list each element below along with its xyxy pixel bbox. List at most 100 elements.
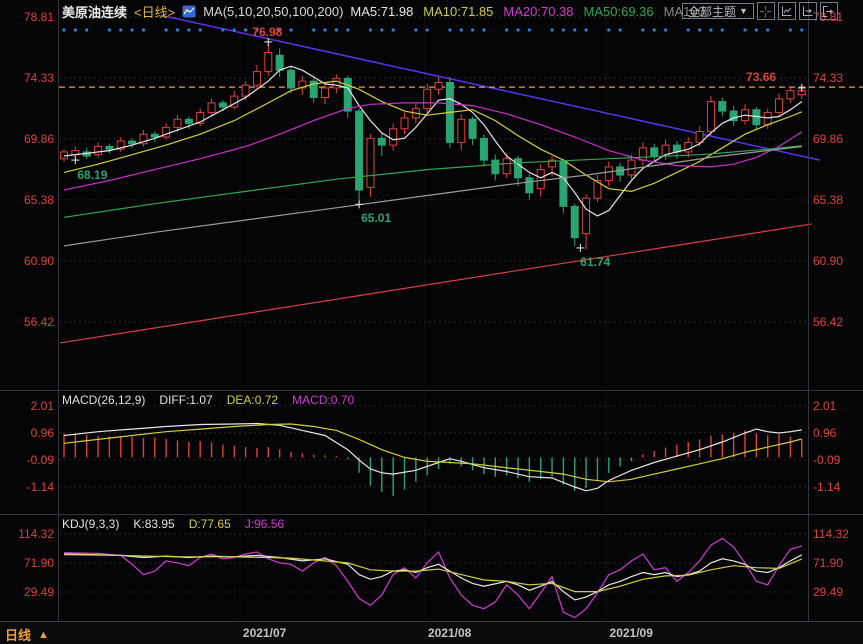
candle [150, 133, 159, 138]
candle [332, 77, 341, 89]
event-dot [527, 28, 531, 32]
macd-histogram [63, 430, 803, 496]
event-dot [391, 28, 395, 32]
candle [105, 145, 114, 150]
candle [309, 80, 318, 98]
period-label[interactable]: <日线> [134, 5, 176, 20]
event-dot [766, 28, 770, 32]
event-dot [425, 28, 429, 32]
date-label: 2021/08 [427, 626, 472, 640]
candle [252, 71, 261, 86]
dropdown-arrow-icon: ▼ [739, 6, 748, 16]
mini-chart-icon[interactable] [182, 5, 196, 18]
trendline [59, 223, 813, 344]
ma-line-MA50 [63, 145, 802, 218]
candle [94, 145, 103, 156]
event-dot [289, 28, 293, 32]
candle [650, 147, 659, 157]
candle [264, 52, 273, 73]
event-dot [482, 28, 486, 32]
macd-dea-value: DEA:0.72 [226, 393, 279, 407]
theme-dropdown-label: 全部主题 [688, 4, 737, 19]
candle [218, 102, 227, 108]
ma-line-MA5 [63, 65, 803, 217]
event-dot [754, 28, 758, 32]
kdj-legend: KDJ(9,3,3) K:83.95 D:77.65 J:96.56 [62, 517, 284, 531]
event-dot [652, 28, 656, 32]
candle [128, 140, 137, 145]
event-dot [255, 28, 259, 32]
event-dot [164, 28, 168, 32]
axis-pan-tool-icon[interactable] [798, 2, 817, 20]
event-dot [641, 28, 645, 32]
candle [366, 137, 375, 188]
candle [116, 140, 125, 150]
candle [491, 159, 500, 175]
period-tab-label: 日线 [5, 628, 32, 643]
macd-dea-line [63, 423, 802, 483]
date-label: 2021/07 [242, 626, 287, 640]
event-dot [221, 28, 225, 32]
ma-legend: MA5:71.98 MA10:71.85 MA20:70.38 MA50:69.36 M… [350, 4, 704, 19]
crosshair-tool-icon[interactable] [756, 2, 775, 20]
candle [570, 205, 579, 239]
candle [706, 101, 715, 133]
event-dot [663, 28, 668, 32]
ma-legend-item: MA50:69.36 [583, 4, 654, 19]
candle [582, 197, 591, 235]
candle [468, 118, 477, 139]
ma-line-MA100 [63, 145, 802, 247]
event-dot [788, 28, 793, 32]
event-dot [573, 28, 577, 32]
event-dot [73, 28, 77, 32]
event-dot [720, 28, 724, 32]
event-dot [686, 28, 690, 32]
candle [162, 126, 171, 138]
candle [684, 141, 693, 153]
date-axis-bar: 日线 ▲ 2021/07 2021/08 2021/09 [0, 621, 863, 644]
candle [275, 54, 284, 71]
ma-line-MA20 [63, 102, 803, 191]
event-dot [448, 28, 452, 32]
event-dot [414, 28, 418, 32]
axis-zoom-tool-icon[interactable] [777, 2, 796, 20]
macd-diff-value: DIFF:1.07 [159, 393, 213, 407]
macd-settings-label: MACD(26,12,9) [62, 393, 146, 407]
kdj-k-value: K:83.95 [133, 517, 175, 531]
theme-dropdown[interactable]: 全部主题 ▼ [682, 3, 754, 19]
event-dot [175, 28, 180, 32]
event-dot [119, 28, 123, 32]
event-dot [130, 28, 134, 32]
event-dot [607, 28, 611, 32]
candlestick-series [60, 41, 806, 250]
kdj-j-value: J:96.56 [244, 517, 285, 531]
ma-legend-item: MA20:70.38 [503, 4, 574, 19]
pan-right-tool-icon[interactable] [819, 2, 838, 20]
kdj-j-line [63, 537, 802, 619]
event-dot [107, 28, 111, 32]
candle [479, 137, 488, 161]
period-tab[interactable]: 日线 ▲ [5, 625, 49, 644]
candle [514, 158, 522, 179]
candle [638, 147, 647, 161]
candle [434, 81, 443, 90]
event-dot [85, 28, 89, 32]
event-dot [141, 28, 146, 32]
event-dot [334, 28, 338, 32]
candle [695, 131, 704, 143]
candle [763, 111, 772, 126]
header-toolbar: 全部主题 ▼ [682, 2, 838, 20]
event-dot [62, 28, 66, 32]
event-dot [471, 28, 475, 32]
up-triangle-icon: ▲ [38, 628, 49, 641]
symbol-title[interactable]: 美原油连续 [62, 5, 128, 20]
candle [729, 110, 738, 122]
candle [548, 159, 557, 168]
event-dot [244, 28, 248, 32]
candle [786, 90, 795, 100]
candle [241, 84, 250, 97]
macd-diff-line [63, 422, 802, 492]
candle [718, 101, 727, 112]
